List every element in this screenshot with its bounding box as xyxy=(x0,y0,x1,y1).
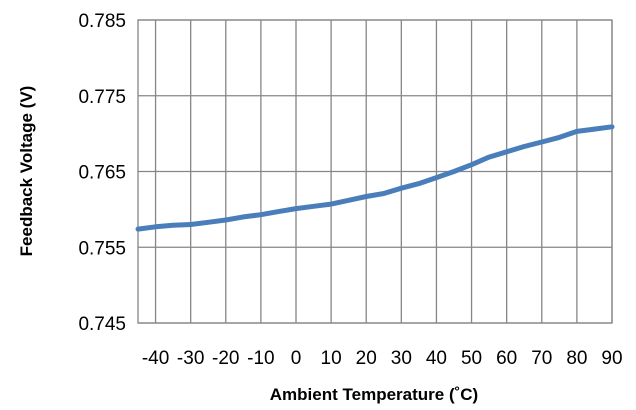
y-axis-title: Feedback Voltage (V) xyxy=(17,86,36,257)
x-tick-label: 60 xyxy=(496,348,517,369)
x-tick-label: 50 xyxy=(461,348,482,369)
y-tick-label: 0.785 xyxy=(78,11,126,32)
x-tick-label: 70 xyxy=(531,348,552,369)
plot-area-border xyxy=(137,19,613,324)
x-tick-label: 90 xyxy=(601,348,622,369)
x-tick-label: 0 xyxy=(291,348,302,369)
y-axis-tick-labels: 0.745 0.755 0.765 0.775 0.785 xyxy=(78,11,126,335)
x-tick-label: 10 xyxy=(321,348,342,369)
x-axis-title: Ambient Temperature (˚C) xyxy=(270,385,478,404)
y-tick-label: 0.765 xyxy=(78,163,126,184)
x-axis-tick-labels: -40 -30 -20 -10 0 10 20 30 40 50 60 70 80 90 xyxy=(142,348,623,369)
series-layer xyxy=(135,124,615,232)
x-tick-label: 30 xyxy=(391,348,412,369)
x-tick-label: -40 xyxy=(142,348,169,369)
y-tick-label: 0.745 xyxy=(78,314,126,335)
x-tick-label: -10 xyxy=(247,348,274,369)
x-tick-label: 20 xyxy=(356,348,377,369)
y-tick-label: 0.775 xyxy=(78,87,126,108)
x-tick-label: 80 xyxy=(566,348,587,369)
series-line xyxy=(135,124,615,232)
grid-layer xyxy=(138,19,613,324)
y-tick-label: 0.755 xyxy=(78,238,126,259)
x-tick-label: 40 xyxy=(426,348,447,369)
x-tick-label: -30 xyxy=(177,348,204,369)
x-tick-label: -20 xyxy=(212,348,239,369)
